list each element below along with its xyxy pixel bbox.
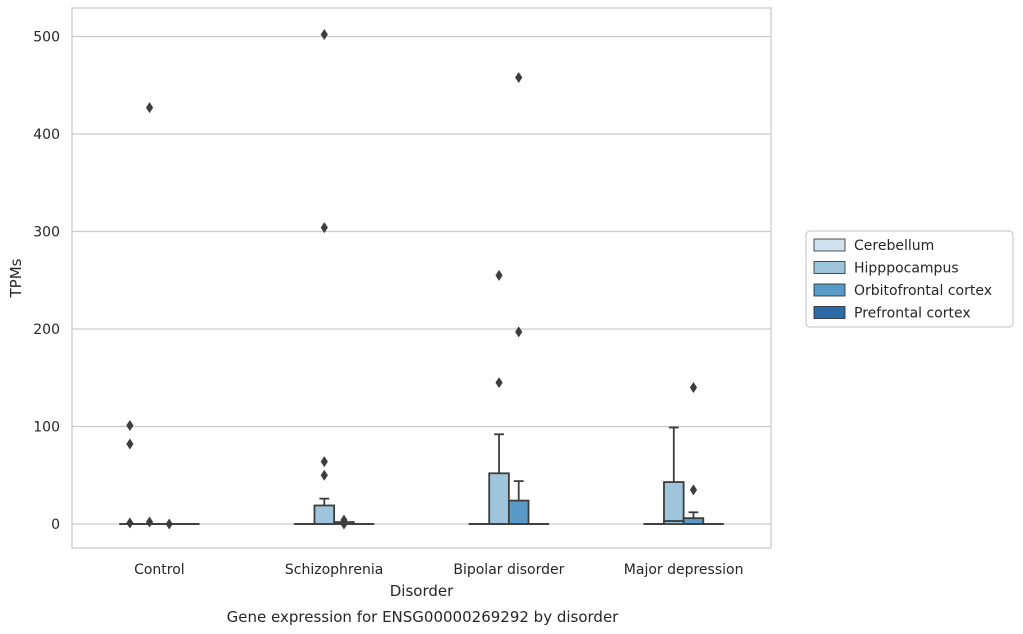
outlier-point — [126, 420, 134, 432]
box-2-1 — [488, 269, 510, 525]
outlier-point — [165, 518, 173, 530]
box-body — [488, 472, 510, 525]
legend-frame — [805, 230, 1014, 328]
box-1-2 — [333, 514, 355, 530]
outlier-point — [320, 469, 328, 481]
grid-lines — [72, 35, 771, 525]
outlier-point — [320, 29, 328, 41]
outlier-point — [145, 516, 154, 528]
y-tick-label: 400 — [33, 127, 60, 143]
y-axis-title: TPMs — [7, 258, 25, 298]
outlier-point — [515, 326, 523, 338]
plot-frame — [71, 7, 772, 549]
x-tick-label: Schizophrenia — [285, 562, 383, 578]
box-0-2 — [158, 518, 180, 530]
box-body — [507, 499, 530, 525]
y-tick-label: 100 — [33, 420, 60, 436]
box-2-2 — [507, 71, 530, 525]
y-tick-label: 500 — [33, 30, 60, 46]
y-axis-ticks: 0 100 200 300 400 500 — [33, 30, 60, 534]
outlier-point — [689, 382, 698, 393]
legend-swatch — [813, 238, 846, 252]
box-3-1 — [663, 426, 685, 525]
box-body — [313, 504, 336, 525]
plot-area — [119, 29, 724, 530]
outlier-point — [340, 518, 348, 530]
x-tick-label: Control — [134, 562, 185, 578]
legend-swatch — [813, 261, 846, 274]
box-1-1 — [313, 29, 336, 525]
outlier-point — [515, 71, 523, 83]
x-axis-ticks: Control Schizophrenia Bipolar disorder Majo… — [134, 562, 743, 578]
legend-swatch — [813, 283, 846, 297]
x-axis-title: Disorder — [390, 582, 454, 600]
legend-label: Prefrontal cortex — [854, 306, 971, 322]
legend-label: Hipppocampus — [854, 261, 959, 277]
outlier-point — [126, 517, 134, 529]
outlier-point — [145, 102, 154, 114]
outlier-point — [126, 438, 134, 450]
x-tick-label: Major depression — [624, 562, 744, 578]
legend: Cerebellum Hipppocampus Orbitofrontal cort… — [805, 230, 1014, 328]
box-body — [663, 481, 685, 525]
box-0-0 — [119, 420, 141, 529]
outlier-point — [320, 222, 328, 234]
chart-title: Gene expression for ENSG00000269292 by d… — [227, 608, 620, 626]
box-3-2 — [682, 382, 705, 525]
y-tick-label: 300 — [33, 225, 60, 241]
outlier-point — [495, 269, 503, 281]
x-tick-label: Bipolar disorder — [453, 562, 564, 578]
legend-label: Orbitofrontal cortex — [854, 283, 992, 299]
box-0-1 — [138, 102, 161, 528]
legend-swatch — [813, 306, 846, 319]
outlier-point — [689, 484, 698, 496]
outlier-point — [495, 377, 503, 389]
legend-label: Cerebellum — [854, 238, 934, 254]
outlier-point — [320, 456, 328, 468]
y-tick-label: 0 — [51, 517, 60, 533]
y-tick-label: 200 — [33, 322, 60, 338]
